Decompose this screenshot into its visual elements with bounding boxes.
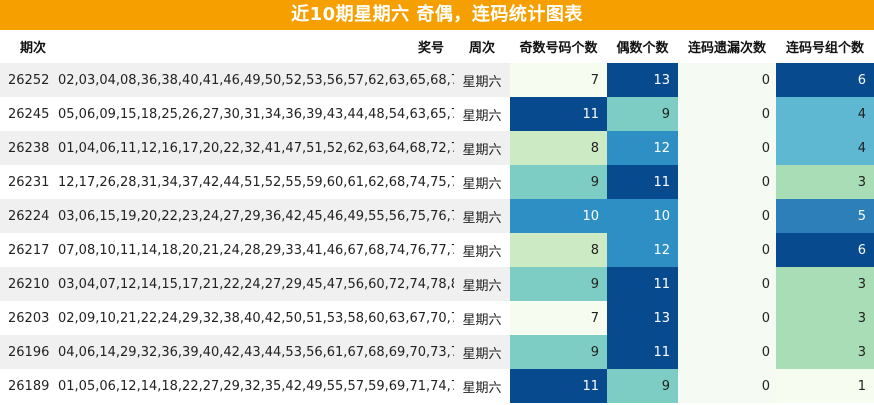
cell-miss-count: 0 (678, 369, 776, 403)
cell-even-count: 12 (607, 233, 678, 267)
cell-group-count: 4 (776, 97, 874, 131)
cell-even-count: 10 (607, 199, 678, 233)
cell-id: 26238 (0, 131, 58, 165)
cell-weekday: 星期六 (454, 199, 510, 233)
cell-miss-count: 0 (678, 131, 776, 165)
cell-odd-count: 7 (510, 63, 607, 97)
cell-id: 26203 (0, 301, 58, 335)
cell-miss-count: 0 (678, 199, 776, 233)
cell-odd-count: 8 (510, 233, 607, 267)
table-row: 26217 07,08,10,11,14,18,20,21,24,28,29,33… (0, 233, 874, 267)
cell-odd-count: 8 (510, 131, 607, 165)
cell-odd-count: 9 (510, 335, 607, 369)
cell-weekday: 星期六 (454, 335, 510, 369)
header-odd-count: 奇数号码个数 (510, 30, 607, 63)
cell-weekday: 星期六 (454, 165, 510, 199)
stats-table: 期次 奖号 周次 奇数号码个数 偶数个数 连码遗漏次数 连码号组个数 26252… (0, 30, 874, 403)
cell-odd-count: 7 (510, 301, 607, 335)
cell-numbers: 02,09,10,21,22,24,29,32,38,40,42,50,51,5… (58, 301, 454, 335)
cell-numbers: 07,08,10,11,14,18,20,21,24,28,29,33,41,4… (58, 233, 454, 267)
cell-miss-count: 0 (678, 301, 776, 335)
cell-weekday: 星期六 (454, 267, 510, 301)
cell-group-count: 5 (776, 199, 874, 233)
cell-id: 26210 (0, 267, 58, 301)
cell-weekday: 星期六 (454, 97, 510, 131)
page-title: 近10期星期六 奇偶，连码统计图表 (0, 0, 874, 30)
cell-even-count: 13 (607, 301, 678, 335)
header-group-count: 连码号组个数 (776, 30, 874, 63)
cell-odd-count: 10 (510, 199, 607, 233)
cell-numbers: 01,04,06,11,12,16,17,20,22,32,41,47,51,5… (58, 131, 454, 165)
cell-even-count: 13 (607, 63, 678, 97)
cell-id: 26196 (0, 335, 58, 369)
table-header-row: 期次 奖号 周次 奇数号码个数 偶数个数 连码遗漏次数 连码号组个数 (0, 30, 874, 63)
cell-group-count: 6 (776, 63, 874, 97)
table-row: 26210 03,04,07,12,14,15,17,21,22,24,27,29… (0, 267, 874, 301)
cell-miss-count: 0 (678, 63, 776, 97)
cell-id: 26189 (0, 369, 58, 403)
cell-numbers: 04,06,14,29,32,36,39,40,42,43,44,53,56,6… (58, 335, 454, 369)
table-row: 26231 12,17,26,28,31,34,37,42,44,51,52,55… (0, 165, 874, 199)
cell-id: 26252 (0, 63, 58, 97)
cell-weekday: 星期六 (454, 131, 510, 165)
cell-numbers: 02,03,04,08,36,38,40,41,46,49,50,52,53,5… (58, 63, 454, 97)
table-row: 26252 02,03,04,08,36,38,40,41,46,49,50,52… (0, 63, 874, 97)
cell-miss-count: 0 (678, 267, 776, 301)
cell-id: 26245 (0, 97, 58, 131)
cell-numbers: 05,06,09,15,18,25,26,27,30,31,34,36,39,4… (58, 97, 454, 131)
cell-weekday: 星期六 (454, 369, 510, 403)
cell-miss-count: 0 (678, 97, 776, 131)
table-row: 26196 04,06,14,29,32,36,39,40,42,43,44,53… (0, 335, 874, 369)
cell-even-count: 9 (607, 97, 678, 131)
cell-group-count: 6 (776, 233, 874, 267)
table-row: 26238 01,04,06,11,12,16,17,20,22,32,41,47… (0, 131, 874, 165)
cell-id: 26217 (0, 233, 58, 267)
cell-group-count: 3 (776, 267, 874, 301)
table-row: 26245 05,06,09,15,18,25,26,27,30,31,34,36… (0, 97, 874, 131)
cell-group-count: 3 (776, 301, 874, 335)
cell-odd-count: 11 (510, 369, 607, 403)
cell-even-count: 11 (607, 335, 678, 369)
cell-even-count: 11 (607, 165, 678, 199)
cell-group-count: 3 (776, 335, 874, 369)
cell-odd-count: 9 (510, 267, 607, 301)
cell-numbers: 03,06,15,19,20,22,23,24,27,29,36,42,45,4… (58, 199, 454, 233)
header-miss-count: 连码遗漏次数 (678, 30, 776, 63)
cell-weekday: 星期六 (454, 233, 510, 267)
table-body: 26252 02,03,04,08,36,38,40,41,46,49,50,52… (0, 63, 874, 403)
cell-group-count: 1 (776, 369, 874, 403)
cell-even-count: 9 (607, 369, 678, 403)
header-even-count: 偶数个数 (607, 30, 678, 63)
header-numbers: 奖号 (58, 30, 454, 63)
cell-even-count: 11 (607, 267, 678, 301)
header-id: 期次 (0, 30, 58, 63)
cell-numbers: 01,05,06,12,14,18,22,27,29,32,35,42,49,5… (58, 369, 454, 403)
table-row: 26224 03,06,15,19,20,22,23,24,27,29,36,42… (0, 199, 874, 233)
cell-miss-count: 0 (678, 335, 776, 369)
cell-group-count: 4 (776, 131, 874, 165)
cell-numbers: 12,17,26,28,31,34,37,42,44,51,52,55,59,6… (58, 165, 454, 199)
cell-id: 26231 (0, 165, 58, 199)
cell-miss-count: 0 (678, 233, 776, 267)
cell-group-count: 3 (776, 165, 874, 199)
cell-weekday: 星期六 (454, 301, 510, 335)
cell-weekday: 星期六 (454, 63, 510, 97)
header-weekday: 周次 (454, 30, 510, 63)
table-row: 26189 01,05,06,12,14,18,22,27,29,32,35,42… (0, 369, 874, 403)
cell-id: 26224 (0, 199, 58, 233)
cell-numbers: 03,04,07,12,14,15,17,21,22,24,27,29,45,4… (58, 267, 454, 301)
cell-even-count: 12 (607, 131, 678, 165)
cell-odd-count: 9 (510, 165, 607, 199)
cell-odd-count: 11 (510, 97, 607, 131)
table-row: 26203 02,09,10,21,22,24,29,32,38,40,42,50… (0, 301, 874, 335)
cell-miss-count: 0 (678, 165, 776, 199)
